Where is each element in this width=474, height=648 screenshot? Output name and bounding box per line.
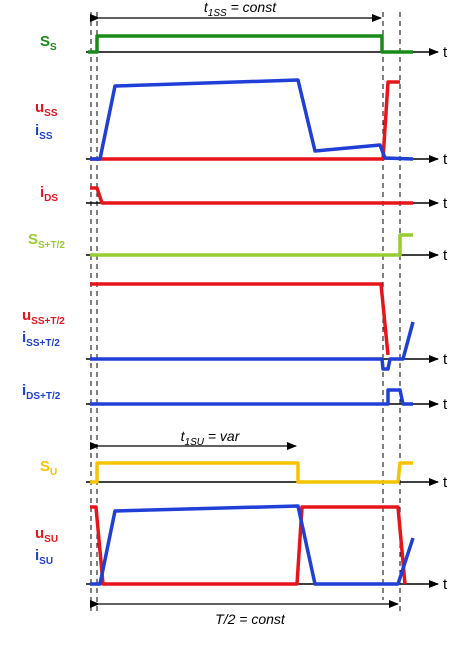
label-main: i [22, 329, 26, 346]
axis-label: t [443, 247, 448, 264]
axis-label: t [443, 576, 448, 593]
label-main: i [22, 382, 26, 399]
signal-label: SS [40, 33, 57, 53]
guides [90, 12, 401, 612]
span-annotation: t1SS = const [204, 0, 277, 19]
label-sub: U [50, 467, 57, 478]
label-main: u [35, 525, 44, 542]
label-main: i [40, 184, 44, 201]
label-sub: S+T/2 [38, 240, 65, 251]
label-sub: SS+T/2 [31, 316, 65, 327]
label-main: S [40, 33, 50, 50]
waveform [90, 504, 415, 586]
waveform [90, 233, 413, 257]
waveform [90, 321, 415, 371]
label-main: u [35, 99, 44, 116]
waveform [90, 282, 390, 356]
signal-label: SU [40, 458, 57, 478]
label-main: i [35, 547, 39, 564]
signal-label: SS+T/2 [28, 231, 65, 251]
label-main: S [40, 458, 50, 475]
waveform [90, 186, 413, 205]
waveform [88, 34, 413, 54]
axis-label: t [443, 396, 448, 413]
label-main: u [22, 307, 31, 324]
label-sub: SS [44, 108, 58, 119]
label-main: T/2 = const [215, 611, 286, 627]
labels: SSuSSiSSiDSSS+T/2uSS+T/2iSS+T/2iDS+T/2SU… [22, 0, 286, 627]
axis-label: t [443, 195, 448, 212]
signal-label: uSS [35, 99, 58, 119]
axis-label: t [443, 351, 448, 368]
label-sub: DS [44, 193, 58, 204]
signal-label: iDS [40, 184, 58, 204]
label-sub: 1SS [208, 8, 227, 19]
label-sub: SU [39, 556, 53, 567]
waveform [90, 388, 413, 406]
waveforms [88, 34, 415, 586]
label-sub: 1SU [185, 437, 205, 448]
signal-label: iSS+T/2 [22, 329, 60, 349]
label-main: S [28, 231, 38, 248]
signal-label: uSS+T/2 [22, 307, 65, 327]
label-rest: = var [204, 428, 241, 444]
axis-label: t [443, 474, 448, 491]
span-annotation: T/2 = const [215, 611, 286, 627]
label-sub: SS+T/2 [26, 338, 60, 349]
span-annotation: t1SU = var [181, 428, 241, 448]
label-main: t [204, 0, 209, 15]
label-sub: DS+T/2 [26, 391, 61, 402]
signal-label: iSU [35, 547, 53, 567]
label-main: t [181, 428, 186, 444]
signal-label: uSU [35, 525, 58, 545]
signal-label: iDS+T/2 [22, 382, 61, 402]
axis-label: t [443, 151, 448, 168]
waveform [90, 80, 400, 161]
label-sub: S [50, 42, 57, 53]
waveform [90, 505, 407, 586]
label-rest: = const [227, 0, 278, 15]
waveform [90, 78, 414, 161]
signal-label: iSS [35, 122, 53, 142]
label-sub: SS [39, 131, 53, 142]
label-main: i [35, 122, 39, 139]
waveform [90, 461, 413, 484]
axis-label: t [443, 44, 448, 61]
label-sub: SU [44, 534, 58, 545]
